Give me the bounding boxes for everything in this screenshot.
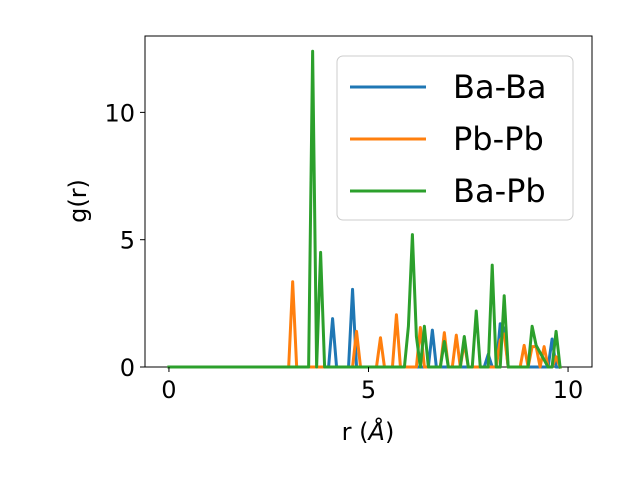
- x-axis-label: r (Å): [342, 417, 395, 446]
- y-ticks: 0 5 10: [104, 99, 145, 382]
- legend-box: [336, 55, 574, 221]
- legend-items: Ba-Ba Pb-Pb Ba-Pb: [350, 68, 547, 210]
- plot-area: 0 5 10 0 5 10: [104, 35, 593, 404]
- y-tick-label: 5: [120, 227, 135, 255]
- x-tick-label: 5: [361, 376, 376, 404]
- x-tick-label: 10: [553, 376, 584, 404]
- x-ticks: 0 5 10: [161, 367, 583, 404]
- y-tick-label: 10: [104, 99, 135, 127]
- y-axis-label: g(r): [64, 179, 92, 223]
- series-line-ba-pb: [167, 49, 562, 369]
- legend-label-ba-ba: Ba-Ba: [453, 68, 547, 106]
- x-tick-label: 0: [161, 376, 176, 404]
- y-tick-label: 0: [120, 354, 135, 382]
- legend-label-pb-pb: Pb-Pb: [453, 120, 544, 158]
- legend: Ba-Ba Pb-Pb Ba-Pb: [336, 55, 574, 221]
- legend-label-ba-pb: Ba-Pb: [453, 172, 546, 210]
